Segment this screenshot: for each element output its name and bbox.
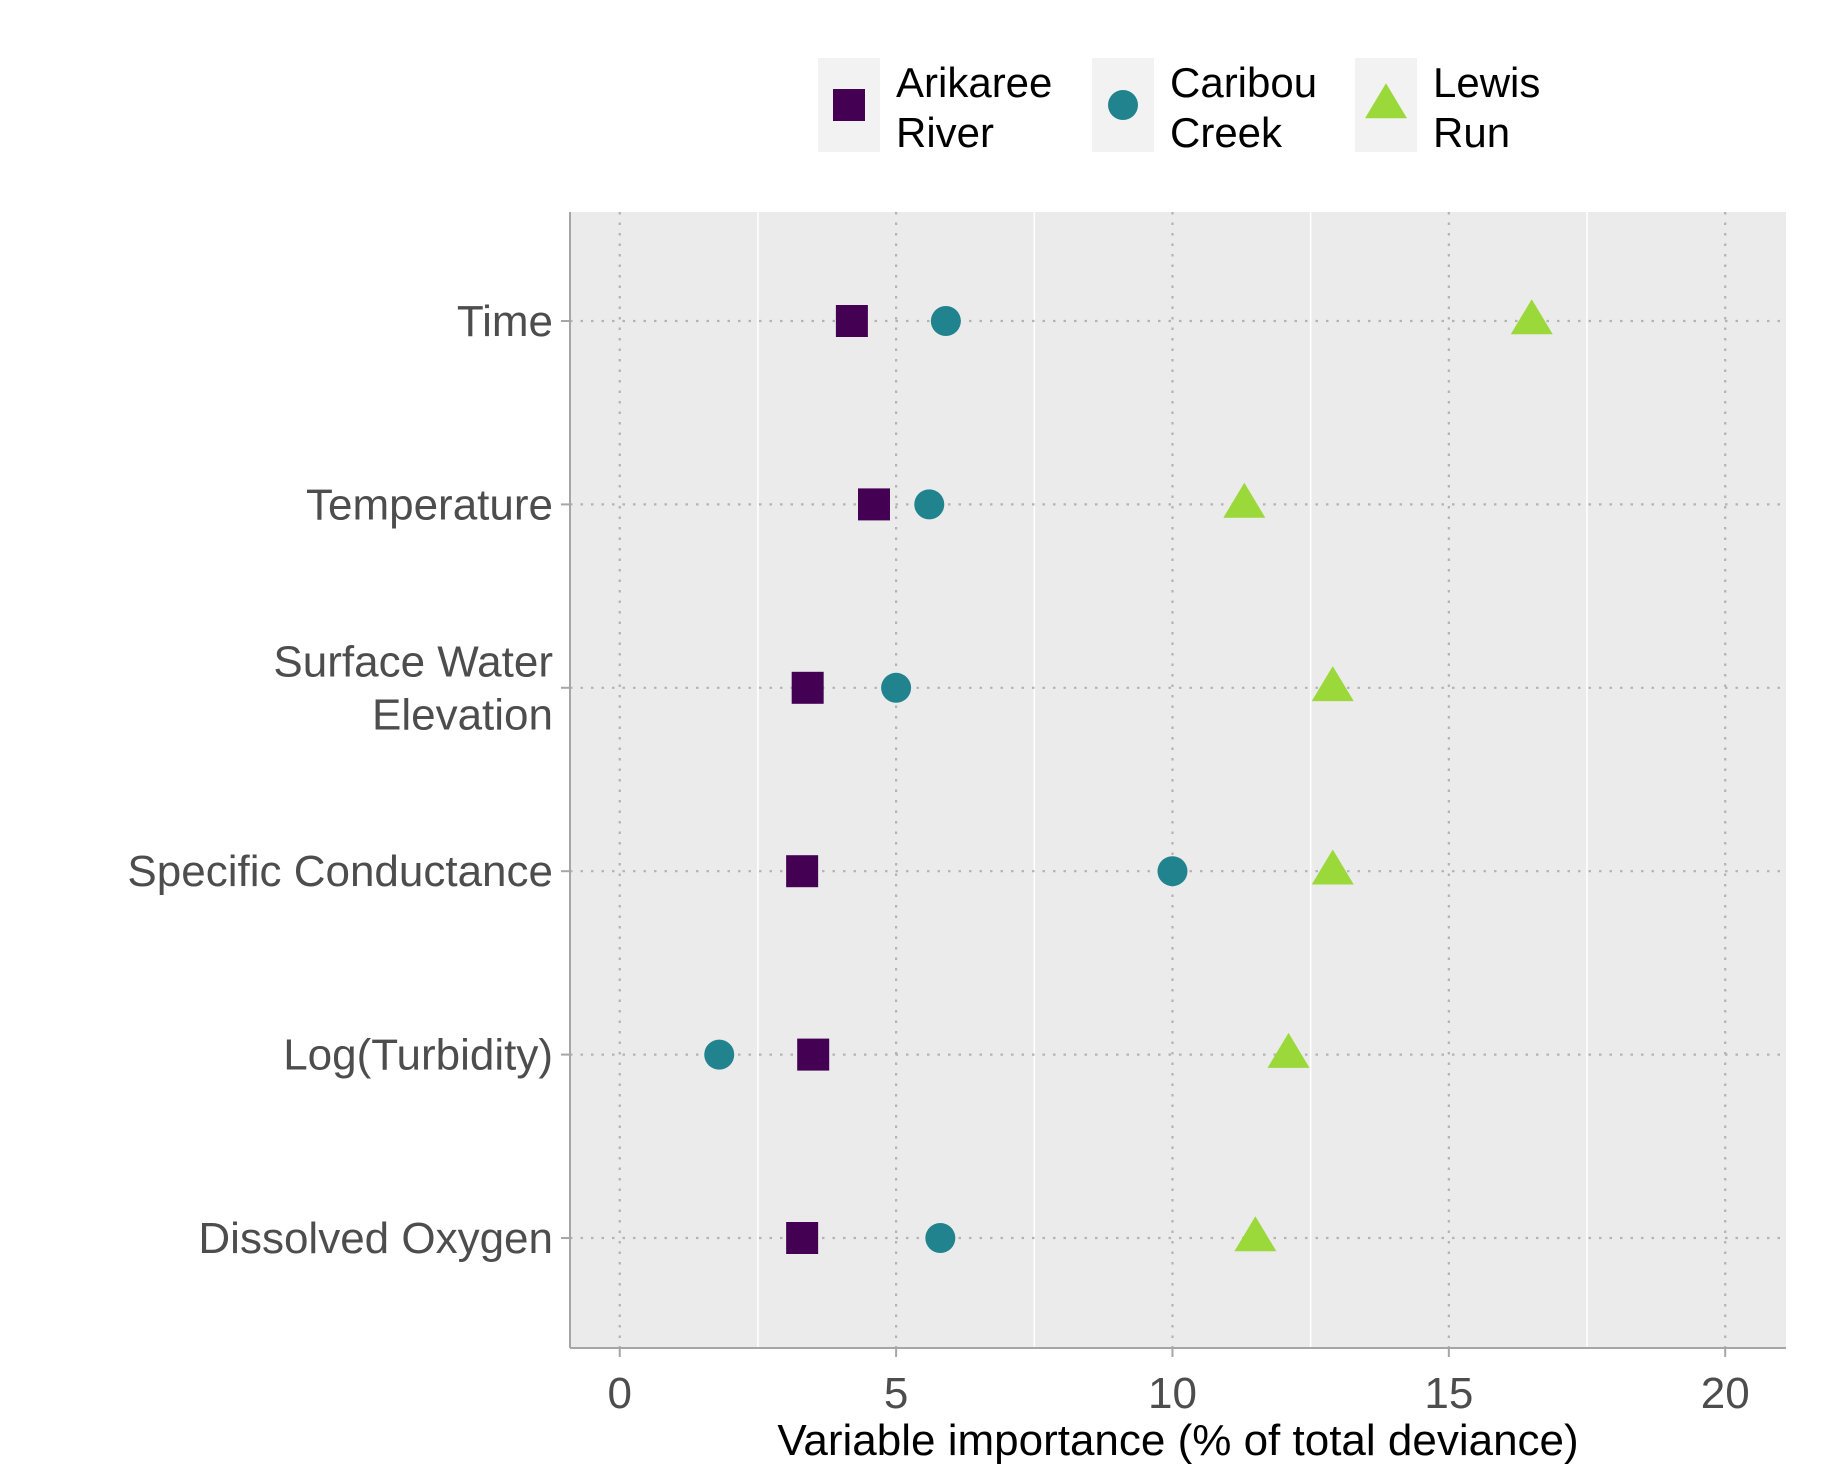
plot-panel xyxy=(570,212,1786,1348)
x-tick-label: 0 xyxy=(608,1369,632,1418)
y-tick-label: Temperature xyxy=(306,480,553,529)
data-point-circle xyxy=(881,672,912,703)
x-tick-label: 15 xyxy=(1424,1369,1473,1418)
legend-key-square xyxy=(833,89,865,121)
data-point-triangle xyxy=(1311,849,1354,885)
x-axis-title: Variable importance (% of total deviance… xyxy=(777,1416,1578,1465)
x-tick-label: 20 xyxy=(1701,1369,1750,1418)
legend-key-circle xyxy=(1108,90,1138,120)
data-point-triangle xyxy=(1311,666,1354,702)
data-point-square xyxy=(786,1222,819,1254)
y-tick-label: Specific Conductance xyxy=(127,847,553,896)
data-point-triangle xyxy=(1234,1216,1277,1252)
x-tick-label: 5 xyxy=(884,1369,908,1418)
legend-key-triangle xyxy=(1365,83,1407,119)
x-tick-label: 10 xyxy=(1148,1369,1197,1418)
data-point-triangle xyxy=(1223,482,1266,518)
data-point-square xyxy=(786,855,819,888)
data-point-circle xyxy=(704,1039,735,1070)
data-point-triangle xyxy=(1267,1032,1310,1068)
data-point-circle xyxy=(930,306,961,336)
data-point-square xyxy=(835,305,868,337)
y-tick-label: Log(Turbidity) xyxy=(283,1031,553,1080)
legend-label: Arikaree xyxy=(896,59,1052,106)
data-point-square xyxy=(858,488,890,521)
legend-label: Lewis xyxy=(1433,59,1540,106)
data-point-triangle xyxy=(1510,299,1553,335)
data-point-circle xyxy=(925,1223,956,1253)
y-tick-label: Dissolved Oxygen xyxy=(198,1214,553,1263)
data-point-circle xyxy=(1157,856,1188,887)
legend-label: River xyxy=(896,109,994,156)
y-tick-label: Elevation xyxy=(372,690,553,739)
data-point-circle xyxy=(914,489,945,520)
legend-label: Creek xyxy=(1170,109,1283,156)
data-point-square xyxy=(797,1038,830,1071)
legend-label: Caribou xyxy=(1170,59,1317,106)
legend-label: Run xyxy=(1433,109,1510,156)
y-tick-label: Time xyxy=(457,297,553,346)
data-point-square xyxy=(791,671,824,704)
y-tick-label: Surface Water xyxy=(273,637,553,686)
